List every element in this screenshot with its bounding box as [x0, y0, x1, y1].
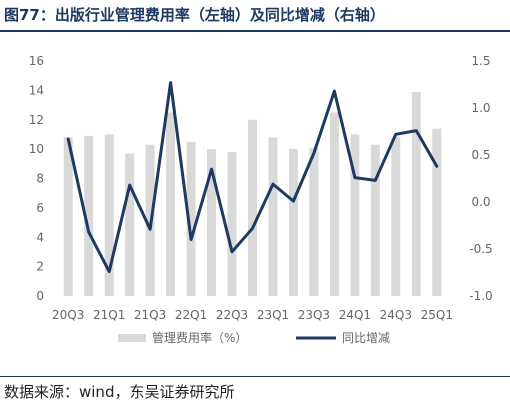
bar-23Q4: [329, 112, 339, 297]
bar-24Q1: [350, 134, 360, 296]
line-point-23Q4: [333, 90, 336, 92]
right-axis-tick-1.5: 1.5: [471, 54, 490, 68]
left-axis-tick-16: 16: [29, 54, 44, 68]
left-axis-tick-12: 12: [29, 113, 44, 127]
x-axis-tick-21Q1: 21Q1: [93, 308, 125, 322]
line-point-20Q4: [87, 231, 90, 233]
left-axis-tick-10: 10: [29, 142, 44, 156]
x-axis-tick-20Q3: 20Q3: [52, 308, 84, 322]
bar-22Q2: [207, 149, 216, 296]
line-point-24Q1: [354, 176, 356, 179]
line-point-23Q3: [313, 152, 315, 154]
bar-22Q1: [186, 141, 196, 296]
x-axis-tick-25Q1: 25Q1: [421, 308, 453, 322]
left-axis-tick-8: 8: [36, 172, 44, 186]
bar-21Q1: [104, 134, 114, 296]
legend-label-bar: 管理费用率（%）: [152, 330, 247, 345]
line-point-21Q2: [128, 184, 131, 186]
bar-21Q2: [125, 153, 135, 296]
x-axis-tick-24Q1: 24Q1: [339, 308, 371, 322]
legend-swatch-bar: [118, 334, 146, 342]
line-point-20Q3: [67, 138, 69, 140]
chart-title: 图77：出版行业管理费用率（左轴）及同比增减（右轴）: [4, 6, 385, 24]
bar-23Q3: [309, 147, 319, 296]
line-point-22Q2: [210, 168, 213, 170]
line-point-24Q2: [374, 179, 377, 182]
x-axis-tick-22Q3: 22Q3: [216, 308, 248, 322]
bar-22Q4: [248, 119, 257, 297]
bar-20Q3: [63, 137, 73, 296]
line-point-23Q1: [272, 183, 274, 185]
bar-23Q2: [288, 149, 298, 296]
x-axis-tick-23Q1: 23Q1: [257, 308, 289, 322]
line-point-22Q1: [190, 238, 192, 241]
bar-21Q4: [166, 112, 176, 297]
bar-24Q4: [411, 91, 421, 296]
right-axis-tick-1.0: 1.0: [471, 101, 490, 115]
left-axis-tick-2: 2: [36, 260, 44, 274]
x-axis-tick-24Q3: 24Q3: [380, 308, 412, 322]
line-point-21Q4: [169, 81, 172, 84]
line-point-24Q3: [395, 133, 397, 136]
left-axis-tick-6: 6: [36, 201, 44, 215]
chart: 0 2 4 6 8 10 12 14 16 -1.0 -0.5 0.0 0.5 1.0 1.5 20Q3 21Q…: [29, 54, 493, 345]
line-point-23Q2: [292, 200, 295, 202]
line-point-21Q3: [149, 228, 151, 231]
source-divider: [0, 376, 510, 377]
line-point-25Q1: [436, 165, 438, 168]
bar-20Q4: [84, 135, 94, 296]
line-point-22Q3: [231, 251, 233, 253]
right-axis-tick-0.0: 0.0: [471, 195, 490, 209]
left-axis-tick-14: 14: [29, 83, 44, 97]
bar-24Q2: [370, 144, 380, 296]
line-point-22Q4: [251, 227, 254, 230]
bar-24Q3: [391, 137, 401, 296]
bar-25Q1: [432, 128, 442, 296]
bar-22Q3: [227, 152, 237, 296]
source-note: 数据来源：wind，东吴证券研究所: [4, 383, 235, 401]
x-axis-tick-22Q1: 22Q1: [175, 308, 207, 322]
title-divider: [0, 30, 510, 32]
left-axis-tick-4: 4: [36, 230, 44, 244]
line-point-24Q4: [415, 129, 418, 132]
right-axis-tick--1.0: -1.0: [469, 289, 492, 303]
line-point-21Q1: [108, 270, 110, 273]
left-axis-tick-0: 0: [36, 289, 44, 303]
right-axis-tick-0.5: 0.5: [471, 148, 490, 162]
x-axis-tick-21Q3: 21Q3: [134, 308, 166, 322]
legend-label-line: 同比增减: [342, 331, 390, 345]
x-axis-tick-23Q3: 23Q3: [298, 308, 330, 322]
right-axis-tick--0.5: -0.5: [469, 242, 492, 256]
bar-23Q1: [268, 137, 278, 296]
